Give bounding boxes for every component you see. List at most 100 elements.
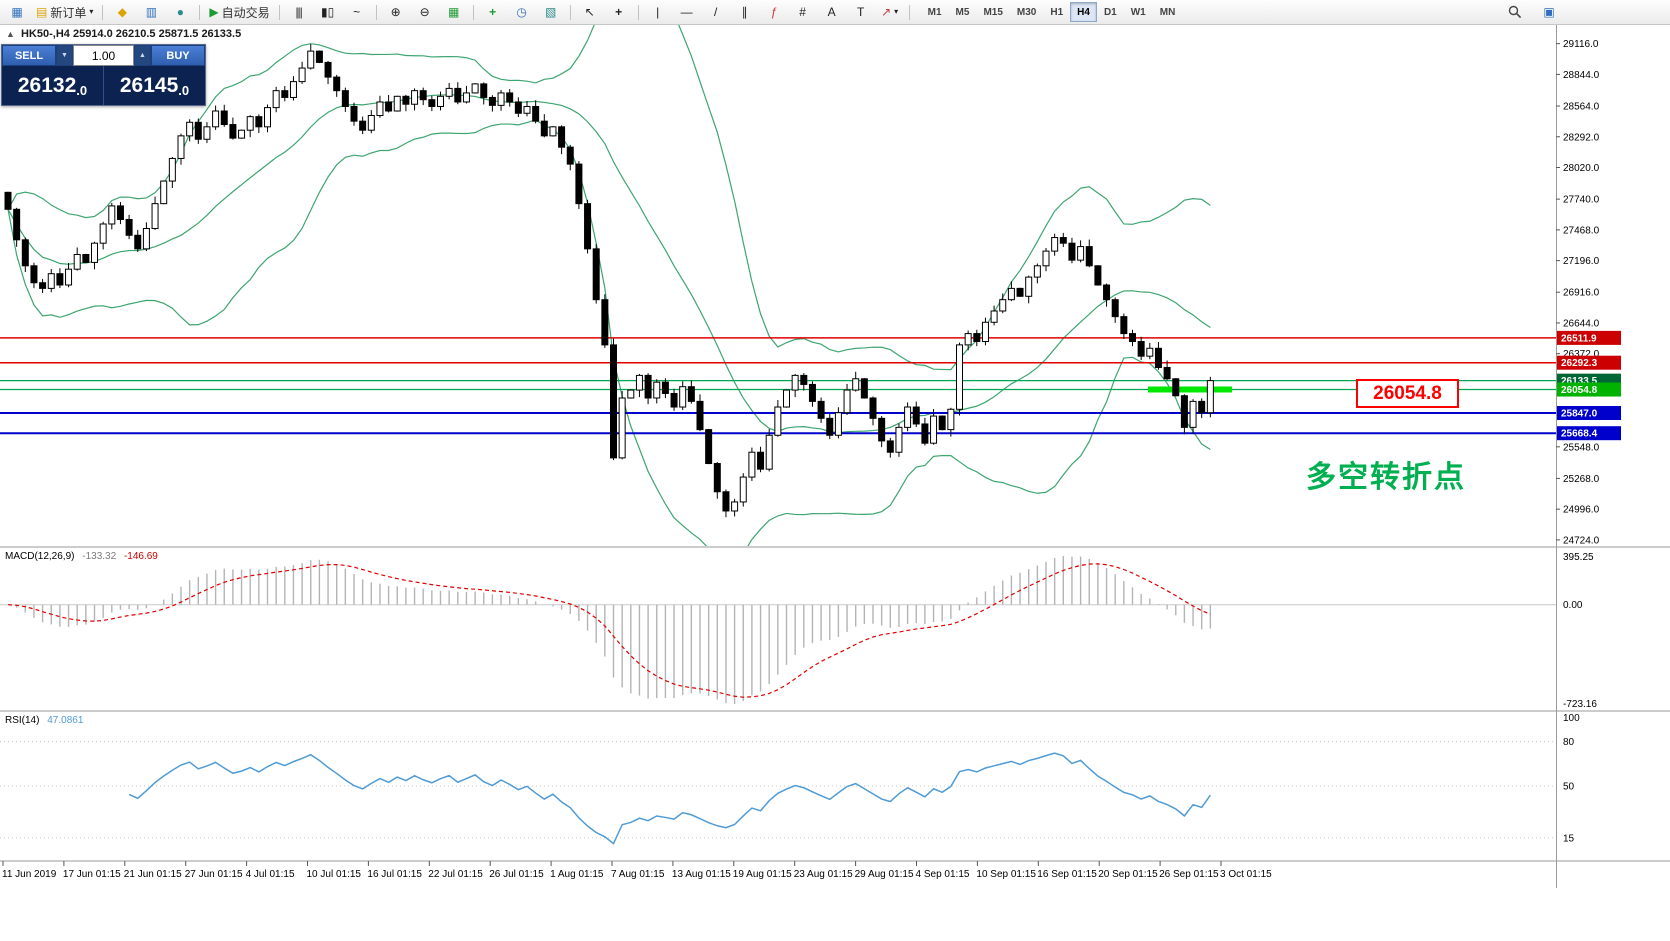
tf-button-m5[interactable]: M5 [955, 6, 970, 18]
macd-signal-value: -146.69 [123, 551, 158, 562]
price-tag-26511.9 [1557, 330, 1621, 345]
price-tag-label: 26292.3 [1561, 358, 1598, 369]
rsi-line [128, 752, 1211, 845]
tf-button-m1[interactable]: M1 [927, 6, 942, 18]
text-tool-button[interactable]: A [818, 1, 846, 23]
time-axis-label: 7 Aug 01:15 [611, 869, 665, 880]
rsi-value: 47.0861 [47, 715, 84, 726]
price-tick-label: 25548.0 [1563, 442, 1600, 453]
text-label-tool-button[interactable]: T [847, 1, 875, 23]
time-axis-label: 20 Sep 01:15 [1098, 869, 1158, 880]
price-tag-25847 [1557, 406, 1621, 421]
shapes-tool-button[interactable]: # [789, 1, 817, 23]
rsi-axis-label: 15 [1563, 833, 1575, 844]
time-axis-label: 21 Jun 01:15 [124, 869, 182, 880]
tf-button-w1[interactable]: W1 [1130, 6, 1146, 18]
sell-price[interactable]: 26132 .0 [2, 66, 103, 105]
channel-icon: ∥ [741, 5, 748, 19]
lot-decrease-button[interactable]: ▼ [56, 45, 73, 66]
horizontal-line-tool-button[interactable]: — [673, 1, 701, 23]
market-watch-button[interactable]: ● [166, 1, 194, 23]
tile-windows-button[interactable]: ▦ [440, 1, 468, 23]
new-order-button[interactable]: ▤ 新订单 ▾ [32, 1, 97, 23]
time-axis-label: 4 Jul 01:15 [246, 869, 295, 880]
macd-name: MACD(12,26,9) [5, 551, 75, 562]
timeframe-group: M1 M5 M15 M30 H1 H4 D1 W1 MN [921, 2, 1183, 22]
channel-tool-button[interactable]: ∥ [731, 1, 759, 23]
search-button[interactable] [1501, 1, 1529, 23]
buy-price[interactable]: 26145 .0 [104, 66, 205, 105]
time-axis-label: 22 Jul 01:15 [428, 869, 483, 880]
price-tick-label: 27740.0 [1563, 195, 1600, 206]
toolbar-separator [278, 4, 280, 20]
autotrading-label: 自动交易 [221, 5, 270, 20]
text-label-icon: T [856, 5, 865, 19]
new-order-caret-icon: ▾ [89, 7, 94, 16]
workspace-button[interactable]: ▣ [1535, 1, 1563, 23]
fibonacci-tool-button[interactable]: ƒ [760, 1, 788, 23]
price-pane [0, 24, 1556, 546]
trend-line-tool-button[interactable]: / [702, 1, 730, 23]
zoom-out-button[interactable]: ⊖ [411, 1, 439, 23]
data-window-button[interactable]: ▥ [137, 1, 165, 23]
sell-price-frac: .0 [76, 83, 88, 98]
time-axis-label: 11 Jun 2019 [2, 869, 57, 880]
crosshair-tool-button[interactable]: + [605, 1, 633, 23]
bar-open: 25914.0 [72, 28, 113, 40]
templates-button[interactable]: ▧ [537, 1, 565, 23]
buy-button[interactable]: BUY [151, 45, 205, 66]
price-tick-label: 27468.0 [1563, 225, 1600, 236]
price-callout-box: 26054.8 [1356, 379, 1459, 408]
time-axis-label: 26 Jul 01:15 [489, 869, 544, 880]
line-chart-button[interactable]: ~ [343, 1, 371, 23]
bollinger-upper [7, 24, 1211, 371]
fibonacci-icon: ƒ [770, 5, 777, 19]
tf-button-h4[interactable]: H4 [1070, 2, 1097, 22]
workspace-icon: ▣ [1543, 5, 1555, 19]
macd-axis-label: 395.25 [1563, 552, 1594, 563]
bar-high: 26210.5 [115, 28, 156, 40]
rsi-axis-label: 80 [1563, 737, 1575, 748]
tf-button-m30[interactable]: M30 [1016, 6, 1037, 18]
lot-increase-button[interactable]: ▲ [134, 45, 151, 66]
price-tick-label: 28564.0 [1563, 102, 1600, 113]
data-window-icon: ▥ [145, 5, 158, 19]
time-axis[interactable]: 11 Jun 2019 17 Jun 01:15 21 Jun 01:15 27 Ju… [2, 861, 1272, 880]
app-icon-glyph: ▦ [11, 5, 23, 19]
autotrading-button[interactable]: ▶ 自动交易 [205, 1, 273, 23]
one-click-trade-panel: SELL ▼ 1.00 ▲ BUY 26132 .0 26145 .0 [1, 44, 206, 106]
indicators-button[interactable]: + [479, 1, 507, 23]
bollinger-middle [7, 94, 1211, 434]
vertical-line-tool-button[interactable]: | [644, 1, 672, 23]
zoom-in-icon: ⊕ [390, 5, 401, 19]
toolbar-separator [199, 4, 201, 20]
price-tick-label: 26916.0 [1563, 288, 1600, 299]
periods-button[interactable]: ◷ [508, 1, 536, 23]
indicators-icon: + [489, 5, 497, 19]
price-tick-label: 25268.0 [1563, 474, 1600, 485]
zoom-in-button[interactable]: ⊕ [382, 1, 410, 23]
rsi-axis-label: 50 [1563, 782, 1575, 793]
candle-chart-button[interactable]: ▮▯ [314, 1, 342, 23]
tf-button-h1[interactable]: H1 [1050, 6, 1064, 18]
time-axis-label: 27 Jun 01:15 [185, 869, 243, 880]
cursor-tool-button[interactable]: ↖ [576, 1, 604, 23]
tf-button-d1[interactable]: D1 [1103, 6, 1117, 18]
rsi-name: RSI(14) [5, 715, 40, 726]
turning-point-text: 多空转折点 [1306, 461, 1466, 494]
sell-price-main: 26132 [17, 73, 77, 97]
macd-axis-label: -723.16 [1563, 699, 1597, 710]
toolbar-separator [472, 4, 474, 20]
profiles-button[interactable]: ◆ [108, 1, 136, 23]
macd-histogram [15, 556, 1212, 704]
bar-chart-button[interactable]: ||| [285, 1, 313, 23]
time-axis-label: 23 Aug 01:15 [794, 869, 853, 880]
sell-button[interactable]: SELL [2, 45, 56, 66]
arrows-tool-button[interactable]: ↗ ▾ [876, 1, 904, 23]
time-axis-label: 26 Sep 01:15 [1159, 869, 1219, 880]
vertical-line-icon: | [656, 5, 660, 19]
tf-button-mn[interactable]: MN [1159, 6, 1176, 18]
tf-button-m15[interactable]: M15 [983, 6, 1003, 18]
lot-size-input[interactable]: 1.00 [73, 45, 134, 66]
